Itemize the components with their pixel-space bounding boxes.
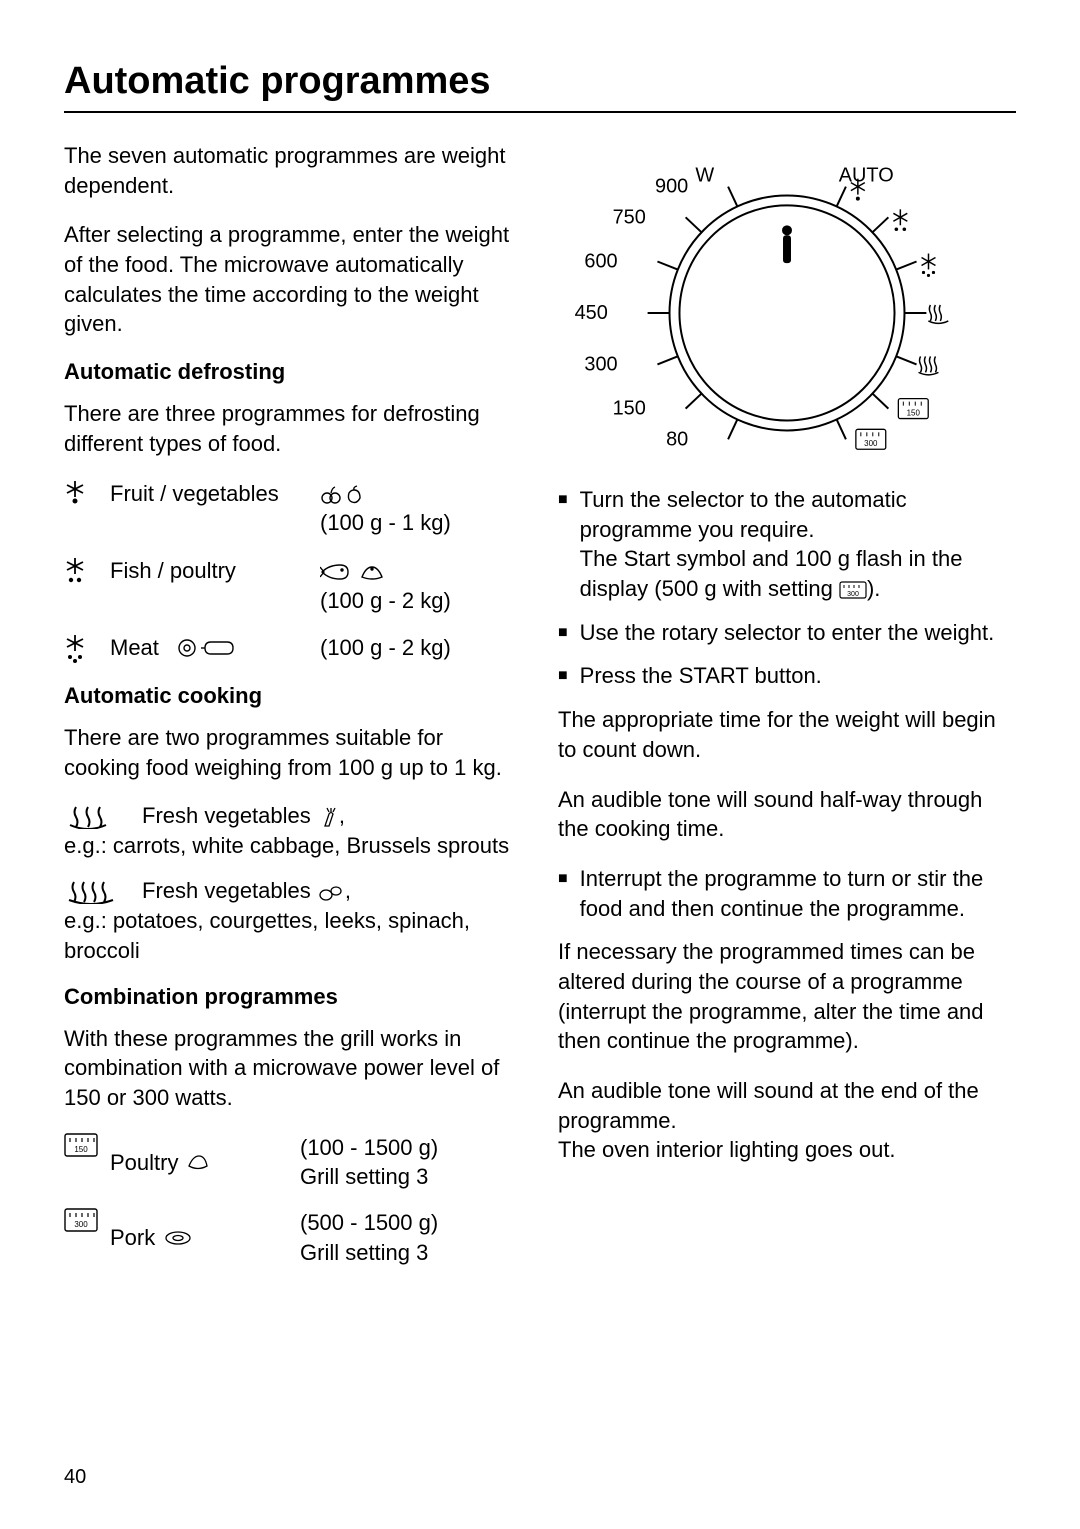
cooking-row-1: Fresh vegetables , [64,803,522,829]
combi-grill-0: Grill setting 3 [300,1164,428,1189]
fish-icons [320,561,386,583]
combi-label-0: Poultry [110,1148,178,1178]
combi-intro: With these programmes the grill works in… [64,1024,522,1113]
combi-grill-1: Grill setting 3 [300,1240,428,1265]
cooking-v2-label: Fresh vegetables [142,878,311,903]
defrost-heading: Automatic defrosting [64,359,522,385]
instr-p1: The appropriate time for the weight will… [558,705,1016,764]
snowflake-1-icon [64,479,86,505]
svg-text:300: 300 [584,353,617,375]
defrost-range-0: (100 g - 1 kg) [320,510,451,535]
poultry-icon [186,1152,210,1172]
cooking-v2-eg: e.g.: potatoes, courgettes, leeks, spina… [64,906,522,965]
box-300-icon: 300 [64,1208,98,1232]
instr-p2: An audible tone will sound half-way thro… [558,785,1016,844]
defrost-intro: There are three programmes for defrostin… [64,399,522,458]
page-number: 40 [64,1466,86,1489]
instr-b3: Press the START button. [580,661,822,691]
potato-icon [317,883,345,903]
selector-dial-diagram: 900 750 600 450 300 150 80 150 300 W AUTO [558,143,1016,463]
combi-heading: Combination programmes [64,984,522,1010]
title-rule [64,111,1016,113]
combi-row-pork: 300 Pork (500 - 1500 g) Grill setting 3 [64,1208,522,1267]
meat-icons [175,636,237,660]
defrost-label-1: Fish / poultry [110,556,236,586]
combi-range-0: (100 - 1500 g) [300,1135,438,1160]
box-150-icon: 150 [64,1133,98,1157]
svg-text:AUTO: AUTO [839,165,894,187]
instruction-bullet-4: Interrupt the programme to turn or stir … [558,864,1016,923]
instruction-bullet-3: Press the START button. [558,661,1016,691]
svg-text:600: 600 [584,250,617,272]
defrost-range-2: (100 g - 2 kg) [320,635,451,660]
svg-text:150: 150 [613,398,646,420]
steam-3-icon [64,803,114,829]
right-column: 900 750 600 450 300 150 80 150 300 W AUTO Turn the… [558,141,1016,1284]
cooking-v1-eg: e.g.: carrots, white cabbage, Brussels s… [64,831,522,861]
defrost-row-meat: Meat (100 g - 2 kg) [64,633,522,665]
pork-icon [163,1229,193,1247]
cooking-row-2: Fresh vegetables , [64,878,522,904]
cooking-heading: Automatic cooking [64,683,522,709]
svg-text:750: 750 [613,206,646,228]
snowflake-3-icon [64,633,86,665]
defrost-range-1: (100 g - 2 kg) [320,588,451,613]
svg-text:80: 80 [666,428,688,450]
instr-b1a: Turn the selector to the automatic progr… [580,487,907,542]
instr-b4: Interrupt the programme to turn or stir … [580,864,1016,923]
instr-b2: Use the rotary selector to enter the wei… [580,618,995,648]
instr-b1b: The Start symbol and 100 g flash in the … [580,546,963,601]
instr-p3: If necessary the programmed times can be… [558,937,1016,1056]
svg-text:150: 150 [74,1145,88,1154]
snowflake-2-icon [64,556,86,586]
defrost-row-fruit: Fruit / vegetables (100 g - 1 kg) [64,479,522,538]
defrost-row-fish: Fish / poultry (10 [64,556,522,615]
page-title: Automatic programmes [64,60,1016,103]
two-column-layout: The seven automatic programmes are weigh… [64,141,1016,1284]
left-column: The seven automatic programmes are weigh… [64,141,522,1284]
steam-4-icon [64,878,120,904]
combi-row-poultry: 150 Poultry (100 - 1500 g) Grill setting… [64,1133,522,1192]
svg-text:900: 900 [655,176,688,198]
cooking-v1-label: Fresh vegetables [142,803,311,828]
defrost-label-2: Meat [110,633,159,663]
svg-text:W: W [695,165,714,187]
defrost-label-0: Fruit / vegetables [110,479,279,509]
svg-text:150: 150 [907,409,921,418]
intro-p1: The seven automatic programmes are weigh… [64,141,522,200]
instr-p4b: The oven interior lighting goes out. [558,1137,896,1162]
cooking-intro: There are two programmes suitable for co… [64,723,522,782]
instruction-bullet-1: Turn the selector to the automatic progr… [558,485,1016,604]
box-300-inline-icon: 300 [839,581,867,599]
instr-p4: An audible tone will sound at the end of… [558,1076,1016,1165]
defrost-table: Fruit / vegetables (100 g - 1 kg) [64,479,522,666]
combi-range-1: (500 - 1500 g) [300,1210,438,1235]
combi-label-1: Pork [110,1223,155,1253]
intro-p2: After selecting a programme, enter the w… [64,220,522,339]
svg-text:300: 300 [74,1220,88,1229]
cooking-block: Fresh vegetables , e.g.: carrots, white … [64,803,522,966]
instr-p4a: An audible tone will sound at the end of… [558,1078,979,1133]
fruit-icons [320,484,372,506]
carrot-icon [317,806,339,828]
combi-table: 150 Poultry (100 - 1500 g) Grill setting… [64,1133,522,1268]
instr-b1c: ). [867,576,880,601]
instruction-bullet-2: Use the rotary selector to enter the wei… [558,618,1016,648]
svg-text:450: 450 [575,302,608,324]
svg-text:300: 300 [847,591,859,598]
svg-text:300: 300 [864,439,878,448]
